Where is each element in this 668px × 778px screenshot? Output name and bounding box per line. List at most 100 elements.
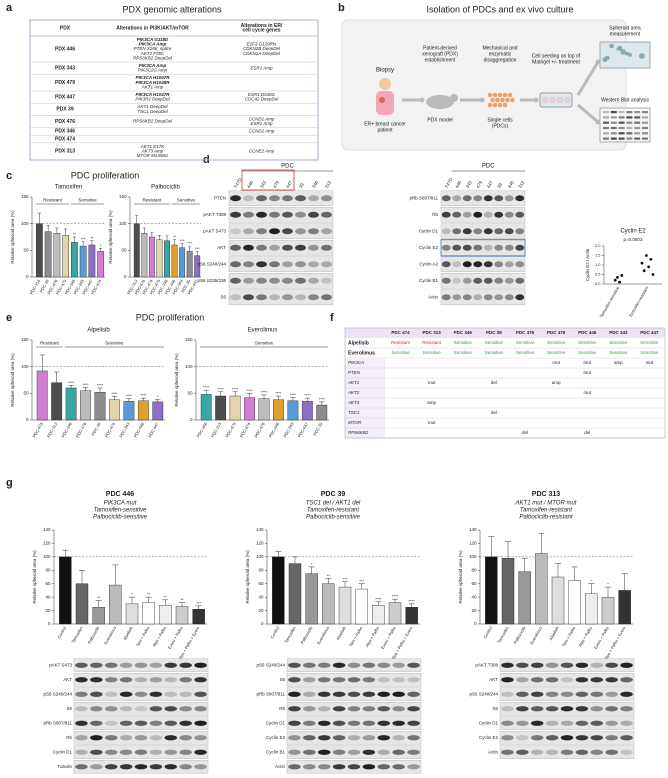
wb-band: [603, 137, 609, 140]
bar: [501, 558, 515, 625]
blot-band: [134, 720, 148, 726]
significance: ****: [275, 391, 282, 396]
blot-band: [282, 277, 293, 284]
blot-band: [194, 677, 207, 683]
blot-band: [452, 195, 462, 202]
blot-band: [75, 749, 88, 755]
blot-band: [119, 749, 133, 755]
blot-row-label: S6: [492, 706, 498, 711]
x-tick-label: Tamoxifen: [496, 626, 509, 644]
arrow: [576, 61, 600, 96]
x-tick-label: Control: [56, 625, 67, 639]
blot-band: [504, 261, 514, 268]
workflow-label: PDX model: [427, 117, 452, 123]
blot-strip: [440, 190, 526, 206]
blot-band: [504, 195, 514, 202]
tumor-icon: [379, 97, 385, 103]
blot-band: [530, 691, 544, 697]
wb-band: [626, 121, 633, 124]
blot-band: [545, 749, 559, 755]
blot-band: [494, 294, 504, 301]
blot-band: [590, 720, 604, 726]
workflow-label: disaggregation: [484, 57, 517, 63]
blot-band: [243, 228, 254, 235]
blot-band: [164, 677, 178, 683]
blot-band: [473, 195, 483, 202]
blot-row-label: Cyclin D1: [53, 749, 73, 754]
significance: ****: [232, 386, 239, 391]
blot-band: [282, 211, 293, 218]
y-tick-label: 60: [45, 581, 51, 586]
blot-strip: [440, 256, 526, 272]
y-tick-label: 100: [256, 554, 264, 559]
blot-band: [501, 720, 514, 726]
blot-strip: [228, 289, 334, 305]
blot-band: [321, 244, 332, 251]
blot-band: [575, 749, 589, 755]
wb-image: [599, 107, 651, 143]
blot-band: [362, 662, 376, 668]
spheroid: [609, 43, 614, 49]
blot-strip: [228, 240, 334, 256]
y-tick-label: 100: [43, 554, 51, 559]
bar: [97, 251, 104, 278]
table-cell: PTEN X266_splice: [134, 46, 172, 51]
table-cell: mut: [583, 360, 591, 365]
blot-band: [90, 735, 103, 741]
p-value: p=0.0503: [624, 237, 643, 242]
bar: [79, 245, 87, 278]
table-row-label: MTOR: [348, 420, 362, 425]
bar: [551, 576, 565, 625]
x-tick-label: PDC-479: [104, 421, 117, 438]
blot-band: [560, 720, 574, 726]
lane-label: 446: [246, 180, 254, 189]
blot-band: [545, 706, 559, 712]
panel-letter: a: [6, 2, 13, 14]
y-axis-label: Relative spheroid area (%): [174, 353, 179, 407]
bar: [152, 401, 164, 421]
spheroid: [620, 49, 626, 55]
blot-band: [515, 277, 525, 284]
blot-band: [545, 735, 559, 741]
cell-icon: [497, 102, 503, 108]
blot-band: [377, 677, 391, 683]
blot-band: [530, 735, 544, 741]
workflow-label: Cell seeding on top of: [532, 53, 581, 59]
x-tick-label: PDC-313: [29, 278, 42, 295]
blot-row-label: Tubulin: [57, 764, 72, 769]
blot-band: [407, 735, 420, 741]
cell-icon: [487, 102, 493, 108]
blot-band: [164, 662, 178, 668]
blot-band: [321, 294, 332, 301]
significance: ****: [97, 383, 104, 388]
panel-title: Isolation of PDCs and ex vivo culture: [426, 4, 573, 14]
bar: [215, 395, 227, 421]
blot-strip: [228, 223, 334, 239]
blot-band: [308, 261, 319, 268]
y-axis-label: Relative spheroid area (%): [458, 550, 463, 604]
blot-band: [75, 764, 88, 770]
blot-band: [347, 677, 361, 683]
blot-band: [494, 244, 504, 251]
blot-strip: [73, 731, 209, 745]
wb-band: [610, 121, 617, 124]
blot-row-label: Cyclin D1: [419, 228, 439, 233]
wb-band: [603, 116, 609, 119]
table-header: PDC 447: [640, 330, 659, 335]
blot-band: [149, 720, 163, 726]
table-cell: ESR1 Amp: [250, 121, 273, 126]
x-tick-label: Tamoxifen: [70, 626, 83, 644]
blot-band: [295, 277, 306, 284]
blot-band: [530, 706, 544, 712]
blot-band: [407, 706, 420, 712]
x-tick-label: Tamoxifen-resistant: [628, 285, 650, 318]
group-label: Sensitive: [105, 341, 124, 346]
table-cell: amp: [552, 380, 561, 385]
blot-strip: [440, 207, 526, 223]
x-tick-label: PDC-39: [90, 421, 102, 436]
blot-band: [288, 749, 301, 755]
table-cell: ESR1 D538G: [248, 92, 276, 97]
wb-band: [603, 126, 609, 130]
workflow-label: Spheroid area: [609, 25, 641, 31]
blot-band: [462, 261, 472, 268]
